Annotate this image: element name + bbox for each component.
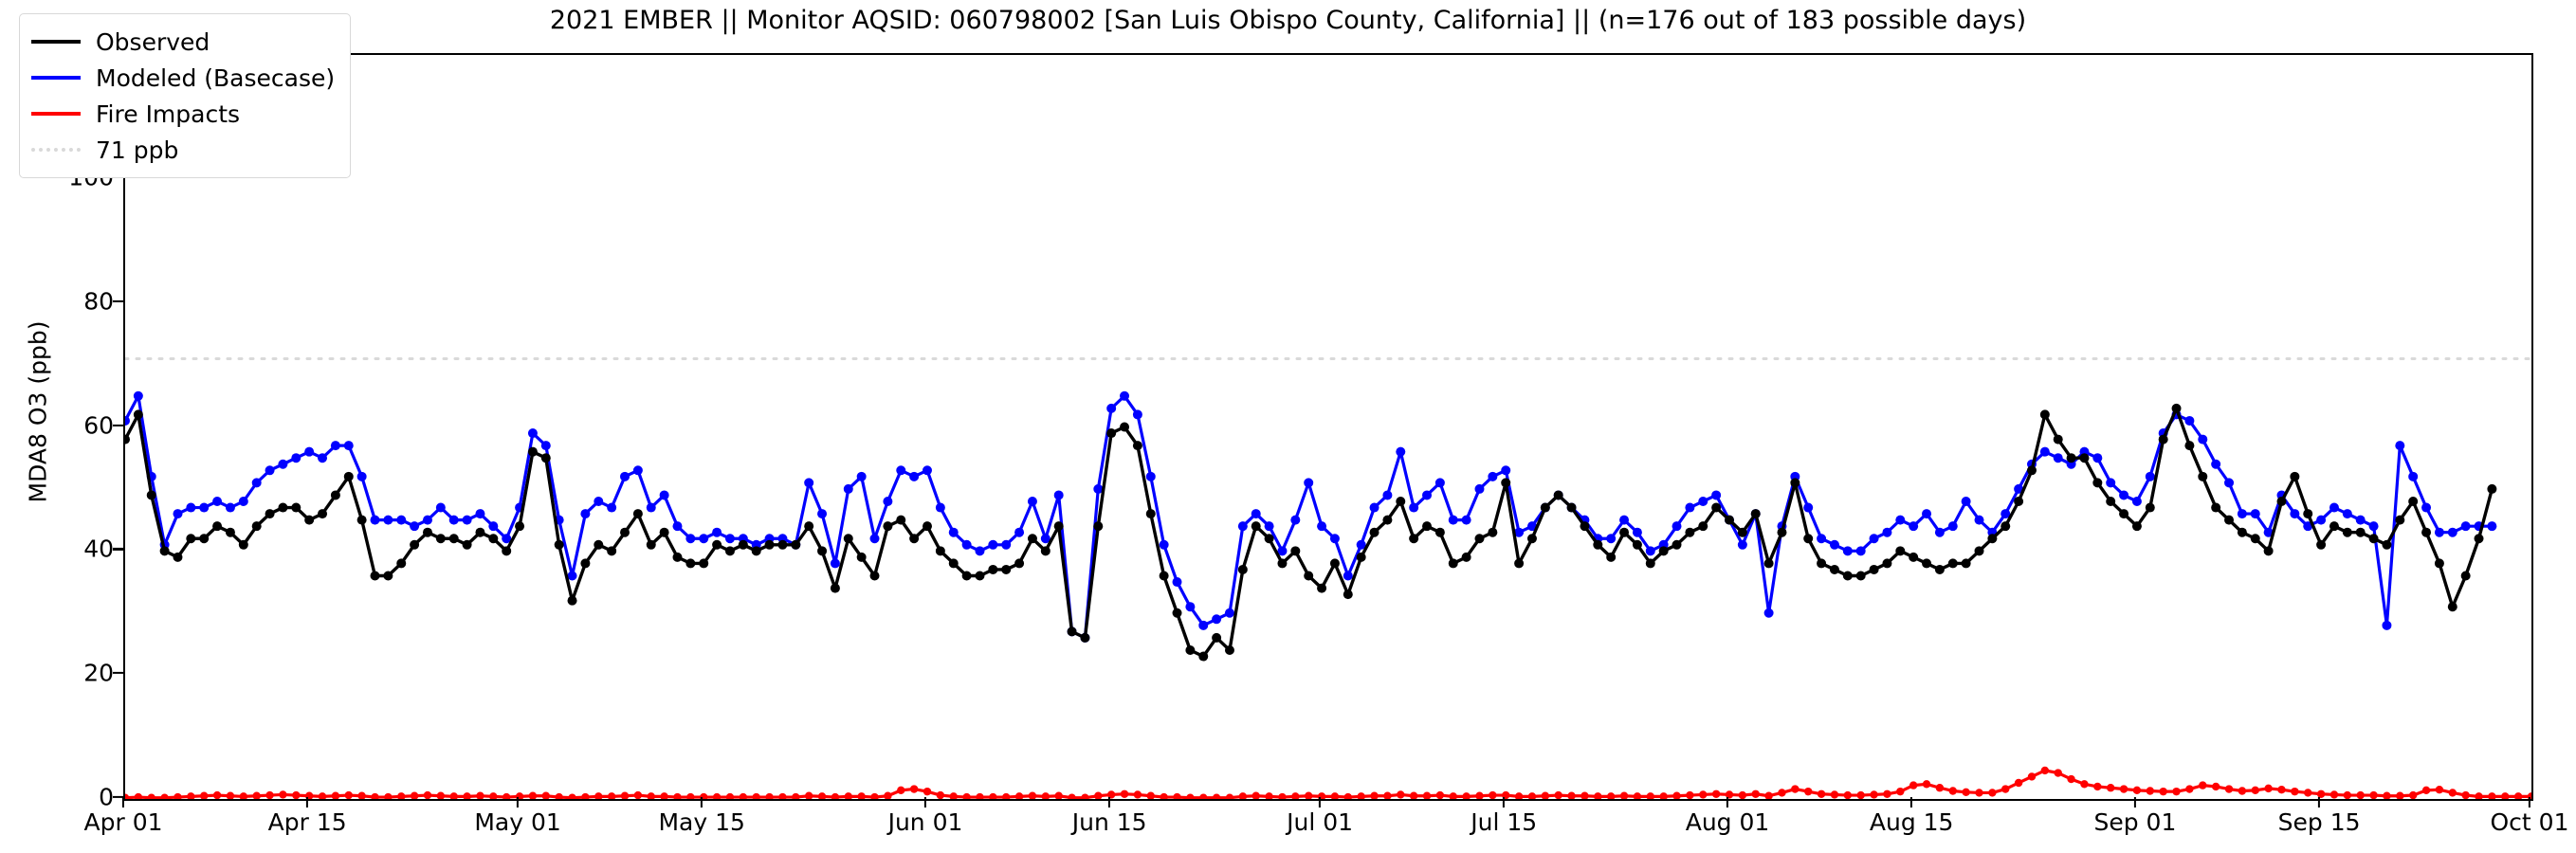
y-tick-label: 0	[99, 783, 114, 811]
x-tick-mark	[1910, 797, 1913, 808]
y-tick-label: 60	[83, 411, 114, 439]
series-modeled-basecase	[125, 390, 2497, 643]
legend-label: Fire Impacts	[96, 100, 241, 128]
legend-item: Fire Impacts	[31, 96, 335, 132]
x-tick-mark	[1318, 797, 1322, 808]
legend-item: Observed	[31, 24, 335, 60]
legend-label: 71 ppb	[96, 136, 179, 164]
legend-swatch	[31, 40, 81, 44]
x-tick-mark	[2133, 797, 2137, 808]
legend-label: Modeled (Basecase)	[96, 64, 336, 92]
y-tick-label: 40	[83, 535, 114, 563]
y-tick-label: 80	[83, 287, 114, 316]
plot-area	[123, 53, 2533, 801]
series-fire-impacts	[125, 766, 2531, 799]
x-tick-mark	[701, 797, 703, 808]
legend-item: Modeled (Basecase)	[31, 60, 335, 96]
chart-legend: Observed Modeled (Basecase) Fire Impacts 71…	[19, 13, 352, 178]
legend-item: 71 ppb	[31, 132, 335, 168]
x-tick-label: Jun 15	[1071, 808, 1147, 836]
x-tick-label: Aug 15	[1869, 808, 1954, 836]
y-tick-mark	[113, 672, 123, 675]
legend-swatch	[31, 76, 81, 80]
x-tick-mark	[306, 797, 309, 808]
x-tick-mark	[1726, 797, 1729, 808]
x-tick-label: Jul 01	[1287, 808, 1354, 836]
series-observed	[125, 403, 2497, 662]
x-tick-label: Apr 01	[83, 808, 163, 836]
legend-label: Observed	[96, 27, 210, 56]
x-tick-mark	[516, 797, 520, 808]
x-tick-mark	[121, 797, 125, 808]
y-tick-mark	[113, 299, 123, 302]
x-tick-label: Apr 15	[267, 808, 347, 836]
x-tick-label: Sep 15	[2277, 808, 2361, 836]
x-tick-mark	[2528, 797, 2531, 808]
x-tick-label: Aug 01	[1685, 808, 1770, 836]
x-tick-mark	[1503, 797, 1506, 808]
x-tick-label: May 01	[474, 808, 561, 836]
x-tick-label: Oct 01	[2490, 808, 2569, 836]
chart-title: 2021 EMBER || Monitor AQSID: 060798002 […	[549, 6, 2027, 35]
y-tick-mark	[113, 424, 123, 426]
y-tick-mark	[113, 795, 123, 799]
x-tick-label: Jun 01	[887, 808, 963, 836]
legend-swatch	[31, 112, 81, 116]
y-tick-label: 20	[83, 659, 114, 687]
x-tick-mark	[923, 797, 927, 808]
legend-swatch	[31, 148, 81, 152]
x-tick-mark	[2318, 797, 2321, 808]
x-tick-label: Sep 01	[2093, 808, 2177, 836]
x-tick-label: Jul 15	[1471, 808, 1538, 836]
y-tick-mark	[113, 548, 123, 551]
x-tick-mark	[1108, 797, 1111, 808]
x-tick-label: May 15	[658, 808, 745, 836]
chart-canvas	[125, 357, 2531, 799]
